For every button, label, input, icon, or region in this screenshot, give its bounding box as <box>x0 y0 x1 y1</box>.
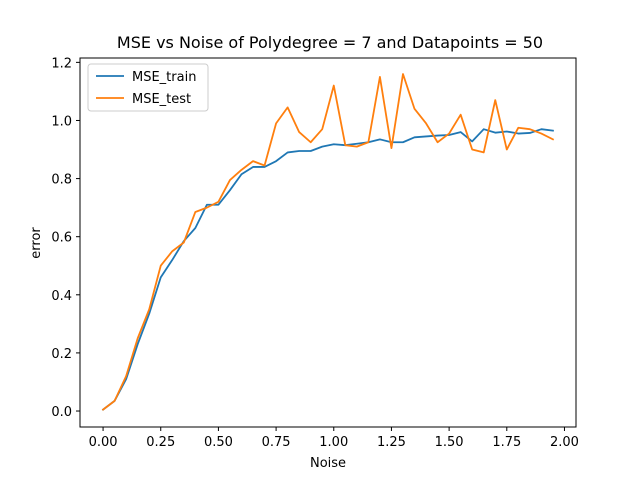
y-tick-label: 0.4 <box>51 289 72 304</box>
x-tick-label: 0.50 <box>204 435 233 450</box>
plot-area: 0.00 0.25 0.50 0.75 1.00 1.25 1.50 1.75 2.00 0.0 0… <box>51 56 579 450</box>
y-tick-label: 0.0 <box>51 405 72 420</box>
y-tick-label: 0.8 <box>51 173 72 188</box>
y-tick-label: 1.2 <box>51 56 72 71</box>
legend-label-mse-test: MSE_test <box>132 92 191 107</box>
x-tick-label: 2.00 <box>550 435 579 450</box>
y-tick-label: 0.6 <box>51 231 72 246</box>
x-tick-label: 1.25 <box>377 435 406 450</box>
series-line-mse-train <box>101 128 554 411</box>
x-tick-label: 0.25 <box>146 435 175 450</box>
legend: MSE_train MSE_test <box>87 63 209 112</box>
series-line-mse-test <box>101 73 555 411</box>
plot-frame <box>79 57 577 428</box>
x-tick-label: 1.50 <box>435 435 464 450</box>
chart-title: MSE vs Noise of Polydegree = 7 and Datap… <box>117 33 543 52</box>
x-axis-label: Noise <box>310 456 346 471</box>
x-tick-label: 1.75 <box>492 435 521 450</box>
x-tick-label: 0.00 <box>89 435 118 450</box>
y-tick-label: 1.0 <box>51 114 72 129</box>
x-tick-label: 1.00 <box>319 435 348 450</box>
x-tick-label: 0.75 <box>262 435 291 450</box>
legend-label-mse-train: MSE_train <box>132 70 196 85</box>
y-axis-label: error <box>29 227 44 259</box>
y-tick-label: 0.2 <box>51 347 72 362</box>
